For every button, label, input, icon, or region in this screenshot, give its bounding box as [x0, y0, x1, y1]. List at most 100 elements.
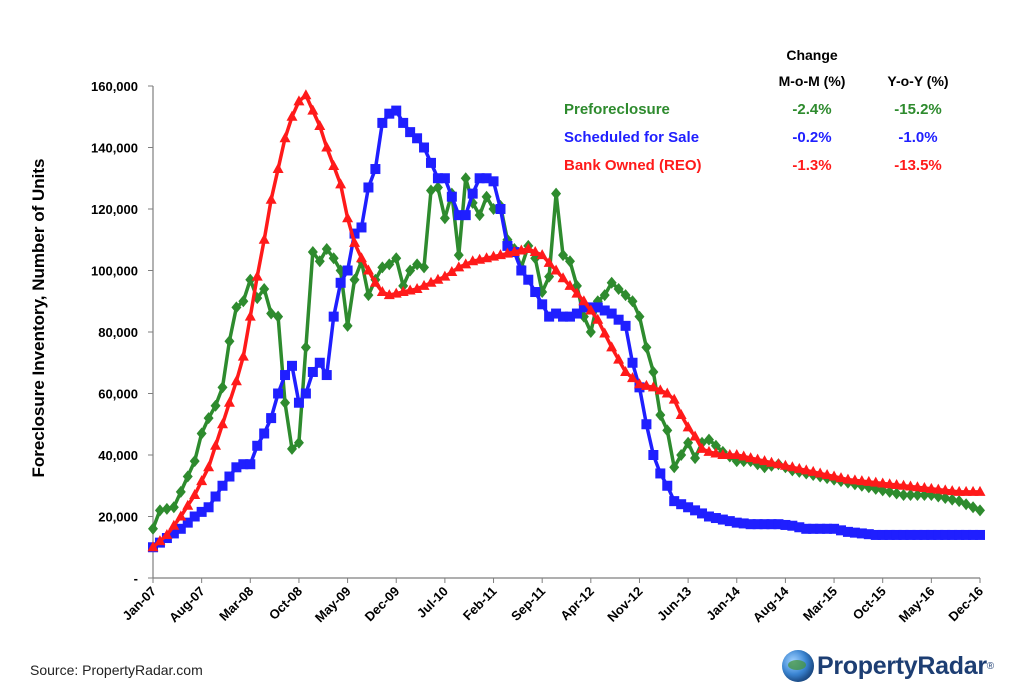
data-point-scheduled-for-sale — [398, 117, 409, 128]
data-point-bank-owned-reo — [578, 295, 590, 306]
data-point-preforeclosure — [558, 249, 569, 262]
data-point-bank-owned-reo — [918, 482, 930, 493]
data-point-scheduled-for-sale — [273, 388, 284, 399]
data-point-bank-owned-reo — [738, 450, 750, 461]
data-point-preforeclosure — [231, 301, 242, 314]
data-point-bank-owned-reo — [355, 252, 367, 263]
y-axis-title: Foreclosure Inventory, Number of Units — [29, 159, 48, 478]
data-point-bank-owned-reo — [939, 484, 951, 495]
data-point-bank-owned-reo — [682, 421, 694, 432]
data-point-bank-owned-reo — [265, 193, 277, 204]
data-point-scheduled-for-sale — [300, 388, 311, 399]
data-point-bank-owned-reo — [286, 110, 298, 121]
x-tick-label: Jan-14 — [703, 583, 743, 623]
data-point-scheduled-for-sale — [523, 274, 534, 285]
y-tick-label: 120,000 — [91, 202, 138, 217]
data-point-scheduled-for-sale — [474, 173, 485, 184]
data-point-scheduled-for-sale — [419, 142, 430, 153]
data-point-preforeclosure — [405, 264, 416, 277]
data-point-preforeclosure — [891, 487, 902, 500]
y-tick-label: 100,000 — [91, 264, 138, 279]
y-axis: - 20,000 40,000 60,000 80,000 100,000 120,000 1… — [91, 79, 154, 586]
data-point-scheduled-for-sale — [940, 529, 951, 540]
data-point-scheduled-for-sale — [919, 529, 930, 540]
data-point-preforeclosure — [238, 295, 249, 308]
series-line-preforeclosure — [151, 176, 981, 530]
x-tick-label: Feb-11 — [460, 584, 500, 624]
data-point-bank-owned-reo — [362, 264, 374, 275]
data-point-preforeclosure — [210, 399, 221, 412]
data-point-bank-owned-reo — [251, 270, 263, 281]
data-point-preforeclosure — [968, 501, 979, 514]
data-point-scheduled-for-sale — [655, 468, 666, 479]
data-point-bank-owned-reo — [425, 276, 437, 287]
data-point-bank-owned-reo — [411, 282, 423, 293]
data-point-scheduled-for-sale — [446, 191, 457, 202]
data-point-scheduled-for-sale — [210, 491, 221, 502]
data-point-bank-owned-reo — [905, 480, 917, 491]
data-point-scheduled-for-sale — [752, 519, 763, 530]
x-tick-label: Mar-08 — [216, 584, 256, 624]
data-point-bank-owned-reo — [717, 449, 729, 459]
data-point-scheduled-for-sale — [829, 523, 840, 534]
data-point-scheduled-for-sale — [370, 164, 381, 175]
data-point-bank-owned-reo — [724, 449, 736, 459]
data-point-bank-owned-reo — [321, 141, 333, 152]
data-point-scheduled-for-sale — [606, 308, 617, 319]
data-point-bank-owned-reo — [849, 474, 861, 485]
data-point-bank-owned-reo — [369, 276, 381, 287]
globe-icon — [782, 650, 814, 682]
data-point-bank-owned-reo — [786, 461, 798, 472]
x-tick-label: May-09 — [312, 584, 354, 626]
brand-trademark: ® — [986, 660, 995, 672]
x-tick-label: Jul-10 — [414, 584, 451, 621]
legend-label-scheduled-for-sale: Scheduled for Sale — [564, 129, 699, 146]
legend-header-yoy: Y-o-Y (%) — [887, 73, 948, 89]
plot-area — [147, 89, 986, 553]
data-point-preforeclosure — [898, 488, 909, 501]
data-point-bank-owned-reo — [932, 483, 944, 494]
data-point-preforeclosure — [662, 424, 673, 437]
series-scheduled-for-sale — [148, 105, 985, 553]
data-point-bank-owned-reo — [654, 384, 666, 395]
data-point-preforeclosure — [613, 282, 624, 295]
data-point-preforeclosure — [286, 442, 297, 455]
data-point-bank-owned-reo — [557, 272, 569, 283]
data-point-preforeclosure — [419, 261, 430, 274]
data-point-scheduled-for-sale — [738, 518, 749, 529]
data-point-preforeclosure — [217, 381, 228, 394]
x-tick-label: Jun-13 — [654, 584, 694, 624]
data-point-scheduled-for-sale — [467, 188, 478, 199]
data-point-scheduled-for-sale — [238, 459, 249, 470]
data-point-scheduled-for-sale — [363, 182, 374, 193]
data-point-bank-owned-reo — [877, 477, 889, 488]
data-point-scheduled-for-sale — [912, 529, 923, 540]
data-point-scheduled-for-sale — [488, 176, 499, 187]
data-point-preforeclosure — [307, 246, 318, 259]
data-point-bank-owned-reo — [911, 481, 923, 492]
data-point-preforeclosure — [606, 276, 617, 289]
data-point-preforeclosure — [154, 504, 165, 517]
data-point-scheduled-for-sale — [801, 523, 812, 534]
data-point-scheduled-for-sale — [759, 519, 770, 530]
data-point-bank-owned-reo — [550, 264, 562, 275]
data-point-scheduled-for-sale — [564, 311, 575, 322]
data-point-scheduled-for-sale — [592, 302, 603, 313]
data-point-bank-owned-reo — [613, 353, 625, 364]
data-point-bank-owned-reo — [884, 478, 896, 489]
data-point-preforeclosure — [585, 326, 596, 338]
data-point-bank-owned-reo — [223, 396, 235, 407]
data-point-scheduled-for-sale — [717, 514, 728, 525]
legend-yoy-preforeclosure: -15.2% — [894, 101, 942, 118]
data-point-scheduled-for-sale — [933, 529, 944, 540]
brand-logo: PropertyRadar ® — [782, 650, 994, 682]
data-point-scheduled-for-sale — [377, 117, 388, 128]
data-point-bank-owned-reo — [870, 476, 882, 487]
data-point-scheduled-for-sale — [537, 299, 548, 310]
x-tick-label: Apr-12 — [557, 584, 597, 624]
x-tick-label: Oct-15 — [850, 584, 889, 623]
x-tick-label: Aug-07 — [166, 584, 208, 626]
data-point-scheduled-for-sale — [961, 529, 972, 540]
legend-label-bank-owned: Bank Owned (REO) — [564, 157, 702, 174]
